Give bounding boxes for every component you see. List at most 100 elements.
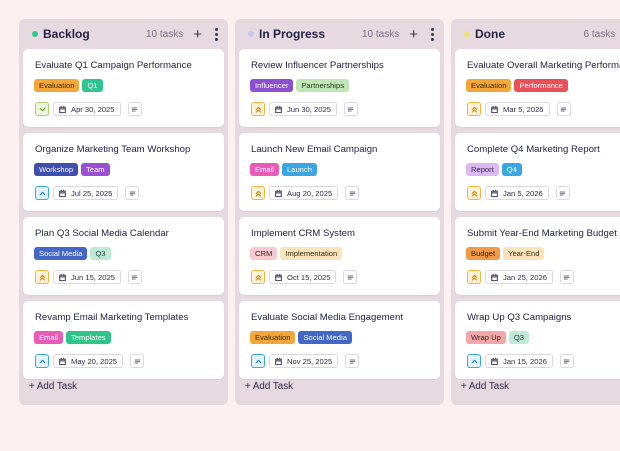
tag-badge: Workshop [34,163,79,176]
tag-list: Workshop Team [34,163,110,176]
due-date[interactable]: Nov 25, 2025 [269,354,339,368]
tag-badge: Templates [66,331,111,344]
due-date-label: Mar 5, 2026 [503,104,544,114]
status-dot [32,31,38,37]
tag-badge: Year-End [503,247,545,260]
task-card[interactable]: Wrap Up Q3 Campaigns Wrap Up Q3 Jan 15, 202… [455,301,620,379]
task-count: 10 tasks [145,28,184,40]
task-meta: Jul 25, 2025 [35,186,140,200]
tag-badge: Report [466,163,499,176]
description-lines-icon[interactable] [127,270,142,284]
due-date-label: Nov 25, 2025 [287,356,333,366]
task-card[interactable]: Complete Q4 Marketing Report Report Q4 Jan … [455,133,620,211]
due-date[interactable]: Jan 25, 2026 [485,270,553,284]
due-date[interactable]: Jul 25, 2025 [53,186,119,200]
more-vertical-icon[interactable] [214,27,218,41]
task-card[interactable]: Implement CRM System CRM Implementation Oct… [239,217,440,295]
due-date[interactable]: Apr 30, 2025 [53,102,121,116]
task-card[interactable]: Submit Year-End Marketing Budget Budget Ye… [455,217,620,295]
description-lines-icon[interactable] [345,186,360,200]
description-lines-icon[interactable] [125,186,140,200]
task-meta: Mar 5, 2026 [467,102,571,116]
task-card[interactable]: Evaluate Social Media Engagement Evaluati… [239,301,440,379]
due-date-label: Jan 5, 2026 [503,188,543,198]
tag-badge: Implementation [280,247,343,260]
plus-icon[interactable]: + [409,25,418,43]
tag-list: Email Launch [250,163,317,176]
add-task-button[interactable]: + Add Task [29,381,78,392]
priority-chevrons-up-icon[interactable] [251,270,265,284]
calendar-icon [274,105,283,114]
priority-chevrons-up-icon[interactable] [251,186,265,200]
calendar-icon [274,357,283,366]
priority-chevron-up-icon[interactable] [467,354,481,368]
tag-list: Evaluation Q1 [34,79,103,92]
due-date[interactable]: Jun 30, 2025 [269,102,337,116]
due-date[interactable]: Oct 15, 2025 [269,270,337,284]
description-lines-icon[interactable] [555,186,570,200]
task-card[interactable]: Launch New Email Campaign Email Launch Aug … [239,133,440,211]
task-meta: Apr 30, 2025 [35,102,142,116]
column-title: In Progress [259,27,326,41]
task-title: Launch New Email Campaign [251,144,378,155]
plus-icon[interactable]: + [193,25,202,43]
due-date[interactable]: Mar 5, 2026 [485,102,550,116]
description-lines-icon[interactable] [127,102,142,116]
due-date[interactable]: Jun 15, 2025 [53,270,121,284]
tag-badge: Evaluation [466,79,512,92]
description-lines-icon[interactable] [343,270,358,284]
task-meta: Aug 20, 2025 [251,186,360,200]
priority-chevrons-up-icon[interactable] [467,102,481,116]
priority-chevron-up-icon[interactable] [251,354,265,368]
column-title: Done [475,27,505,41]
task-card[interactable]: Evaluate Q1 Campaign Performance Evaluati… [23,49,224,127]
task-meta: Jun 30, 2025 [251,102,358,116]
priority-chevrons-up-icon[interactable] [467,270,481,284]
task-card[interactable]: Plan Q3 Social Media Calendar Social Medi… [23,217,224,295]
due-date-label: Jun 15, 2025 [71,272,115,282]
description-lines-icon[interactable] [559,354,574,368]
calendar-icon [490,189,499,198]
calendar-icon [490,357,499,366]
due-date[interactable]: Aug 20, 2025 [269,186,339,200]
task-card[interactable]: Review Influencer Partnerships Influencer… [239,49,440,127]
description-lines-icon[interactable] [343,102,358,116]
add-task-button[interactable]: + Add Task [461,381,510,392]
more-vertical-icon[interactable] [430,27,434,41]
task-card[interactable]: Evaluate Overall Marketing Performance Ev… [455,49,620,127]
priority-chevron-down-icon[interactable] [35,102,49,116]
description-lines-icon[interactable] [559,270,574,284]
due-date[interactable]: May 20, 2025 [53,354,124,368]
tag-list: Influencer Partnerships [250,79,349,92]
priority-chevron-up-icon[interactable] [35,354,49,368]
task-title: Organize Marketing Team Workshop [35,144,191,155]
task-title: Revamp Email Marketing Templates [35,312,189,323]
priority-chevrons-up-icon[interactable] [467,186,481,200]
description-lines-icon[interactable] [556,102,571,116]
task-meta: May 20, 2025 [35,354,145,368]
tag-list: Budget Year-End [466,247,545,260]
task-card[interactable]: Revamp Email Marketing Templates Email Tem… [23,301,224,379]
due-date[interactable]: Jan 15, 2026 [485,354,553,368]
tag-badge: Email [250,163,279,176]
priority-chevron-up-icon[interactable] [35,186,49,200]
tag-badge: Q4 [501,163,522,176]
tag-list: Report Q4 [466,163,522,176]
due-date[interactable]: Jan 5, 2026 [485,186,549,200]
add-task-button[interactable]: + Add Task [245,381,294,392]
task-meta: Jan 5, 2026 [467,186,570,200]
tag-list: Evaluation Performance [466,79,568,92]
due-date-label: Jun 30, 2025 [287,104,331,114]
due-date-label: Apr 30, 2025 [71,104,115,114]
task-count: 10 tasks [361,28,400,40]
priority-chevrons-up-icon[interactable] [35,270,49,284]
task-card[interactable]: Organize Marketing Team Workshop Workshop… [23,133,224,211]
description-lines-icon[interactable] [130,354,145,368]
task-title: Plan Q3 Social Media Calendar [35,228,169,239]
priority-chevrons-up-icon[interactable] [251,102,265,116]
description-lines-icon[interactable] [345,354,360,368]
column-header: Backlog 10 tasks + [19,19,228,49]
tag-badge: Q1 [82,79,103,92]
